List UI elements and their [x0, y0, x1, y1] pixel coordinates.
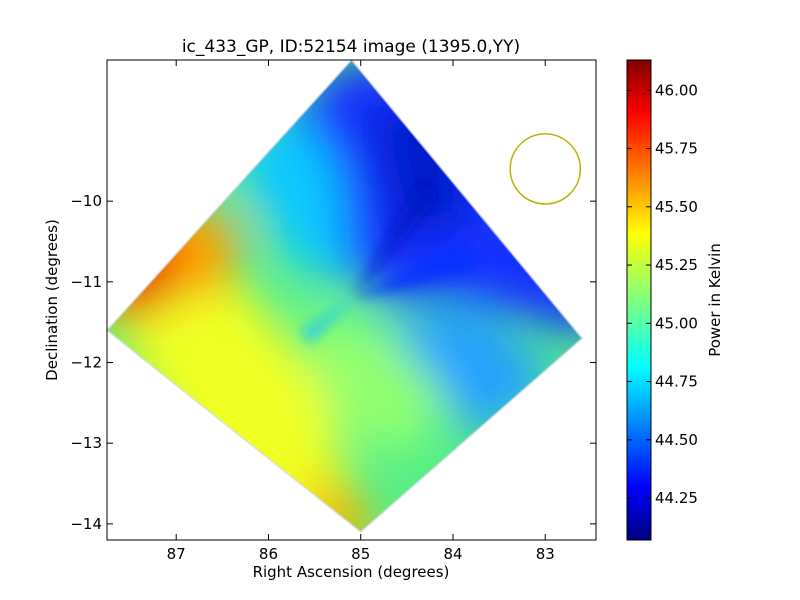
green-lower — [300, 310, 450, 460]
beam-circle — [509, 133, 582, 205]
colorbar-tick-label: 44.50 — [655, 431, 698, 449]
dark-arm — [352, 180, 440, 300]
y-tick-label: −10 — [70, 192, 102, 210]
x-tick-label: 87 — [167, 545, 186, 563]
plot-frame — [106, 59, 597, 541]
heatmap-field — [107, 60, 583, 532]
x-axis-ticks: 87 86 85 84 83 — [167, 60, 555, 563]
y-tick-label: −14 — [70, 515, 102, 533]
x-tick-label: 85 — [351, 545, 370, 563]
colorbar — [626, 59, 652, 541]
x-tick-label: 83 — [536, 545, 555, 563]
colorbar-label: Power in Kelvin — [706, 243, 724, 357]
colorbar-tick-label: 44.25 — [655, 489, 698, 507]
y-axis-ticks: −10 −11 −12 −13 −14 — [70, 192, 596, 533]
colorbar-tick-label: 45.25 — [655, 256, 698, 274]
x-axis-label: Right Ascension (degrees) — [253, 563, 450, 581]
colorbar-tick-label: 45.00 — [655, 314, 698, 332]
colorbar-tick-label: 46.00 — [655, 81, 698, 99]
y-tick-label: −11 — [70, 273, 102, 291]
colorbar-ticks: 44.25 44.50 44.75 45.00 45.25 45.50 45.75 46.00 — [627, 81, 698, 507]
chart-title: ic_433_GP, ID:52154 image (1395.0,YY) — [182, 37, 520, 57]
y-tick-label: −12 — [70, 354, 102, 372]
y-tick-label: −13 — [70, 434, 102, 452]
cyan-arm — [300, 300, 352, 345]
x-tick-label: 84 — [443, 545, 462, 563]
x-tick-label: 86 — [259, 545, 278, 563]
blue-arm — [352, 240, 480, 300]
y-axis-label: Declination (degrees) — [43, 219, 61, 381]
heatmap-detail — [300, 180, 480, 345]
colorbar-tick-label: 45.50 — [655, 198, 698, 216]
footprint-edge — [105, 58, 584, 534]
colorbar-tick-label: 45.75 — [655, 140, 698, 158]
yellow-region — [110, 280, 360, 532]
colorbar-tick-label: 44.75 — [655, 373, 698, 391]
